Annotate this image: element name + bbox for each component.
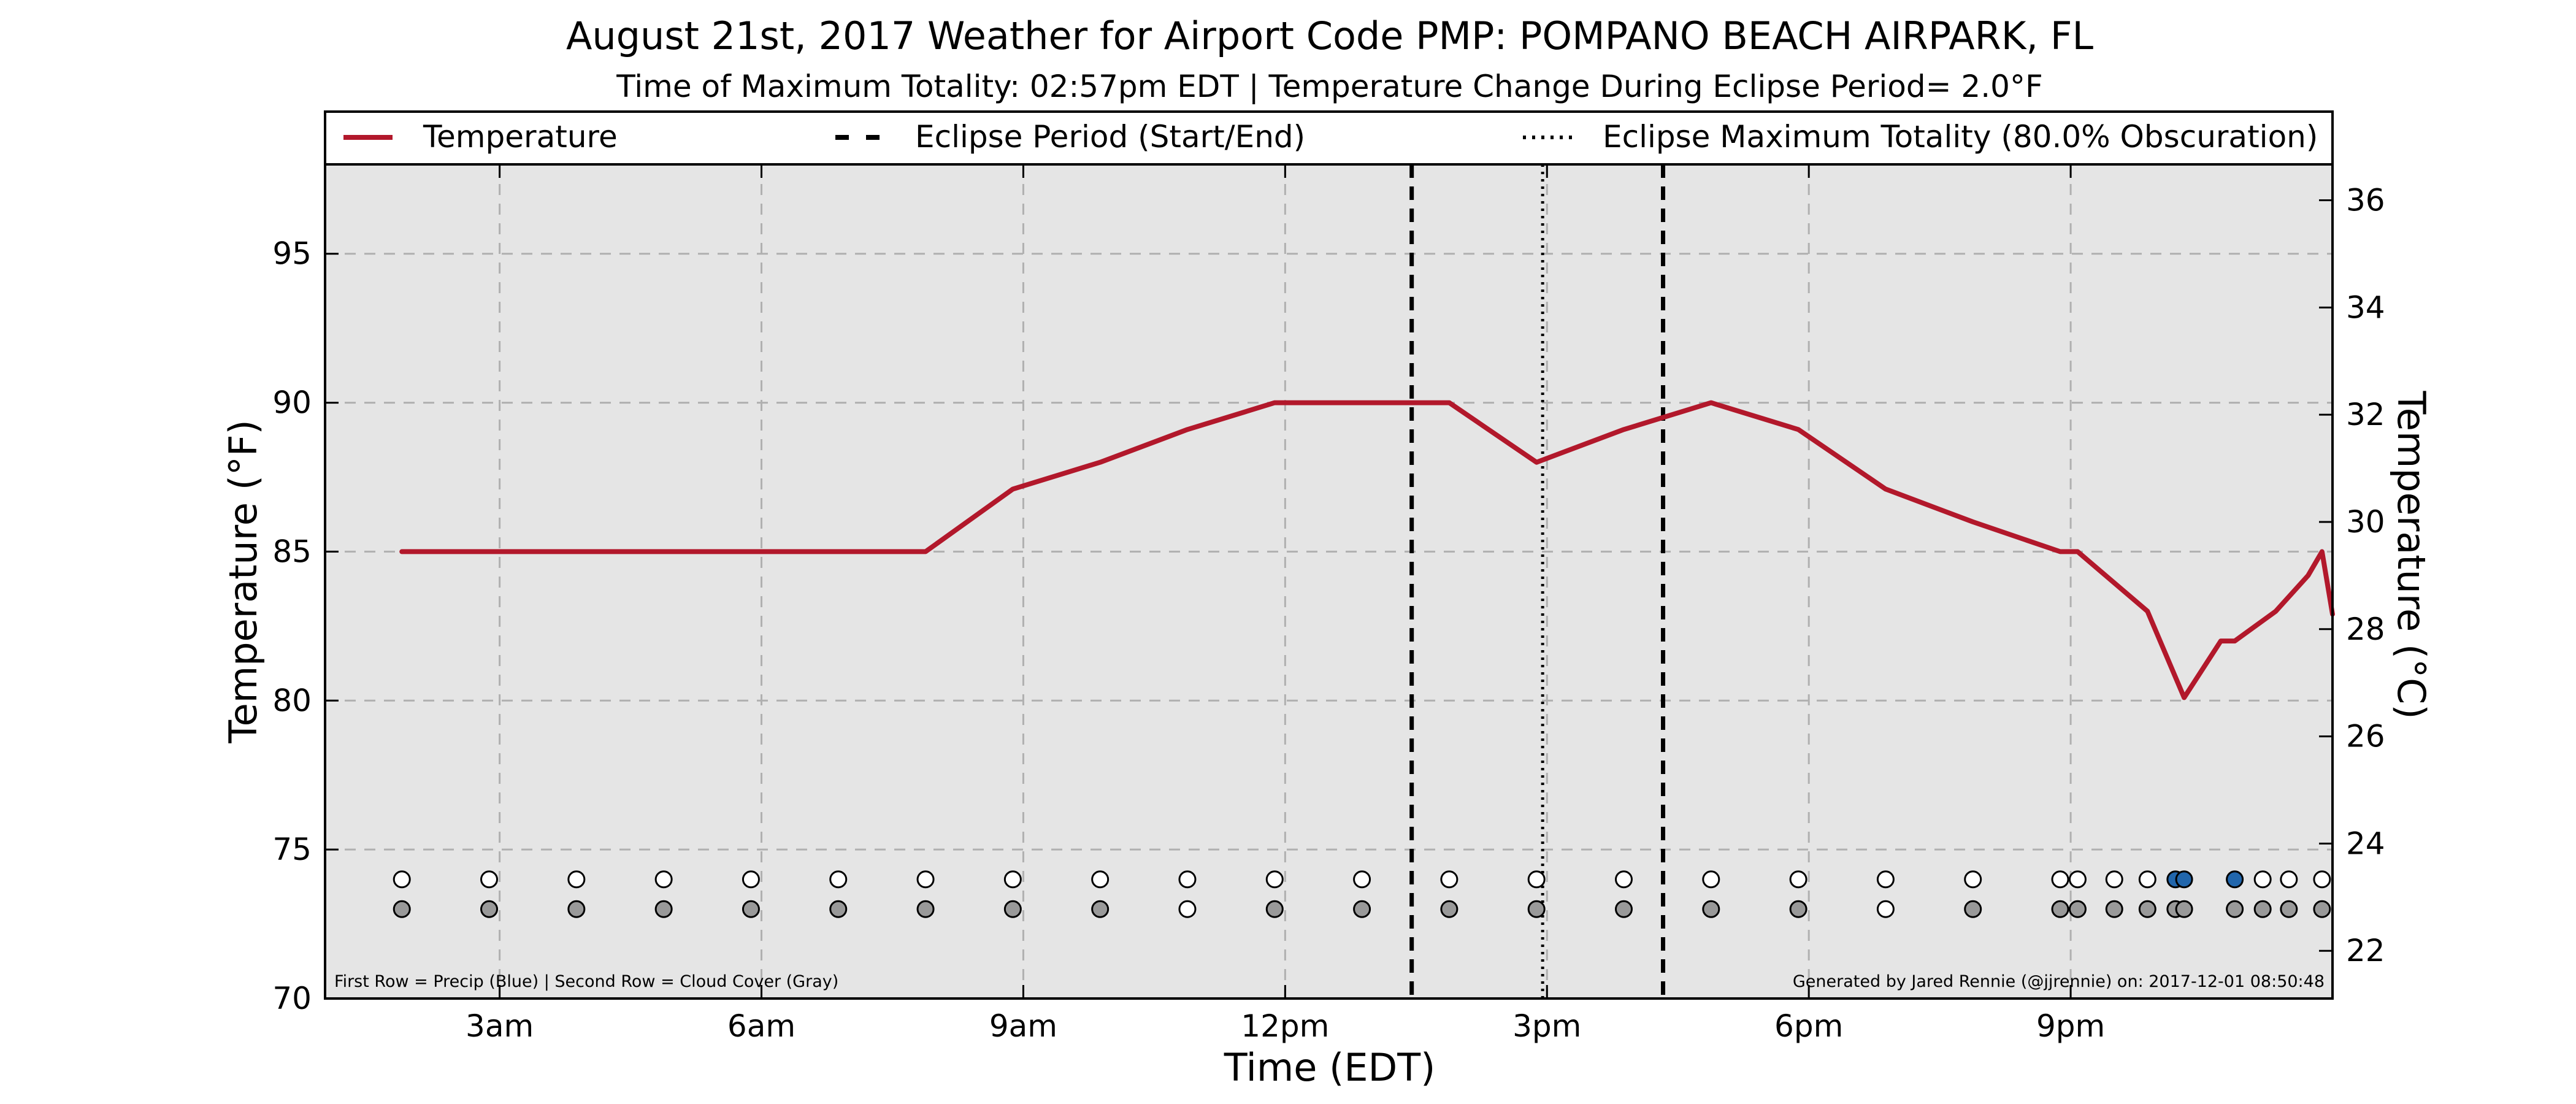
cloud-marker bbox=[567, 900, 586, 918]
x-tick-label: 9am bbox=[989, 1008, 1057, 1044]
y-tick-label-right: 36 bbox=[2346, 183, 2385, 218]
precip-marker bbox=[2226, 870, 2244, 889]
x-axis-label: Time (EDT) bbox=[1224, 1045, 1436, 1090]
cloud-marker bbox=[1527, 900, 1546, 918]
x-tick-label: 12pm bbox=[1241, 1008, 1329, 1044]
footnote-right: Generated by Jared Rennie (@jjrennie) on… bbox=[1793, 972, 2325, 991]
precip-marker bbox=[393, 870, 411, 889]
precip-marker bbox=[916, 870, 935, 889]
y-axis-label-right: Temperature (°C) bbox=[2389, 390, 2434, 719]
cloud-marker bbox=[742, 900, 760, 918]
cloud-marker bbox=[480, 900, 499, 918]
precip-marker bbox=[2313, 870, 2331, 889]
cloud-marker bbox=[1440, 900, 1459, 918]
cloud-marker bbox=[1789, 900, 1807, 918]
cloud-marker bbox=[654, 900, 673, 918]
cloud-marker bbox=[2226, 900, 2244, 918]
y-tick-label: 70 bbox=[272, 981, 312, 1016]
plot-area bbox=[325, 164, 2333, 999]
cloud-marker bbox=[2051, 900, 2069, 918]
chart-title: August 21st, 2017 Weather for Airport Co… bbox=[566, 13, 2094, 58]
precip-marker bbox=[2253, 870, 2272, 889]
cloud-marker bbox=[2253, 900, 2272, 918]
precip-marker bbox=[1964, 870, 1982, 889]
legend-box bbox=[324, 110, 2334, 166]
y-tick-label-right: 22 bbox=[2346, 933, 2385, 968]
cloud-marker bbox=[916, 900, 935, 918]
cloud-marker bbox=[2280, 900, 2298, 918]
precip-marker bbox=[1876, 870, 1895, 889]
x-tick-label: 3pm bbox=[1512, 1008, 1581, 1044]
cloud-marker bbox=[1178, 900, 1197, 918]
cloud-marker bbox=[2175, 900, 2193, 918]
y-tick-label-right: 32 bbox=[2346, 397, 2385, 432]
precip-marker bbox=[2175, 870, 2193, 889]
grid bbox=[325, 164, 2333, 999]
y-tick-label: 75 bbox=[272, 832, 312, 867]
precip-marker bbox=[480, 870, 499, 889]
precip-marker bbox=[829, 870, 848, 889]
x-tick-label: 3am bbox=[466, 1008, 534, 1044]
y-tick-label: 90 bbox=[272, 385, 312, 421]
y-tick-label-right: 28 bbox=[2346, 611, 2385, 647]
legend-label-max-totality: Eclipse Maximum Totality (80.0% Obscurat… bbox=[1603, 119, 2318, 155]
y-tick-label-right: 26 bbox=[2346, 719, 2385, 754]
precip-marker bbox=[1265, 870, 1284, 889]
y-tick-label-right: 30 bbox=[2346, 504, 2385, 540]
y-tick-label-right: 34 bbox=[2346, 289, 2385, 325]
precip-marker bbox=[1440, 870, 1459, 889]
y-axis-label-left: Temperature (°F) bbox=[221, 420, 266, 743]
precip-marker bbox=[1178, 870, 1197, 889]
cloud-marker bbox=[1876, 900, 1895, 918]
precip-marker bbox=[2280, 870, 2298, 889]
axes-ticks: 3am 6am 9am 12pm 3pm 6pm 9pm 70 75 80 85 90 95 22 24 26… bbox=[272, 164, 2385, 1044]
precip-marker bbox=[1353, 870, 1371, 889]
legend-label-temperature: Temperature bbox=[423, 119, 618, 155]
chart-subtitle: Time of Maximum Totality: 02:57pm EDT | … bbox=[616, 69, 2042, 104]
precip-marker bbox=[742, 870, 760, 889]
precip-marker bbox=[1003, 870, 1022, 889]
cloud-marker bbox=[1003, 900, 1022, 918]
cloud-marker bbox=[1964, 900, 1982, 918]
y-tick-label: 80 bbox=[272, 683, 312, 718]
precip-marker bbox=[1789, 870, 1807, 889]
cloud-marker bbox=[2105, 900, 2123, 918]
precip-marker bbox=[2068, 870, 2087, 889]
cloud-marker bbox=[1614, 900, 1633, 918]
precip-marker bbox=[567, 870, 586, 889]
precip-marker bbox=[1527, 870, 1546, 889]
x-tick-label: 6am bbox=[727, 1008, 795, 1044]
legend-label-eclipse-period: Eclipse Period (Start/End) bbox=[915, 119, 1305, 155]
precip-marker bbox=[1702, 870, 1720, 889]
footnote-left: First Row = Precip (Blue) | Second Row =… bbox=[334, 972, 838, 991]
precip-marker bbox=[654, 870, 673, 889]
cloud-marker bbox=[2068, 900, 2087, 918]
eclipse-lines bbox=[1409, 164, 1666, 999]
precip-marker bbox=[2051, 870, 2069, 889]
x-tick-label: 9pm bbox=[2036, 1008, 2105, 1044]
x-tick-label: 6pm bbox=[1774, 1008, 1843, 1044]
cloud-marker bbox=[2313, 900, 2331, 918]
cloud-marker bbox=[393, 900, 411, 918]
markers bbox=[393, 870, 2331, 918]
cloud-marker bbox=[1702, 900, 1720, 918]
cloud-marker bbox=[1091, 900, 1110, 918]
cloud-marker bbox=[829, 900, 848, 918]
cloud-marker bbox=[1353, 900, 1371, 918]
y-tick-label: 85 bbox=[272, 534, 312, 569]
series bbox=[399, 400, 2335, 700]
precip-marker bbox=[1614, 870, 1633, 889]
precip-marker bbox=[2138, 870, 2156, 889]
precip-marker bbox=[1091, 870, 1110, 889]
cloud-marker bbox=[1265, 900, 1284, 918]
precip-marker bbox=[2105, 870, 2123, 889]
y-tick-label-right: 24 bbox=[2346, 826, 2385, 861]
cloud-marker bbox=[2138, 900, 2156, 918]
y-tick-label: 95 bbox=[272, 236, 312, 272]
temperature-line bbox=[399, 400, 2335, 700]
